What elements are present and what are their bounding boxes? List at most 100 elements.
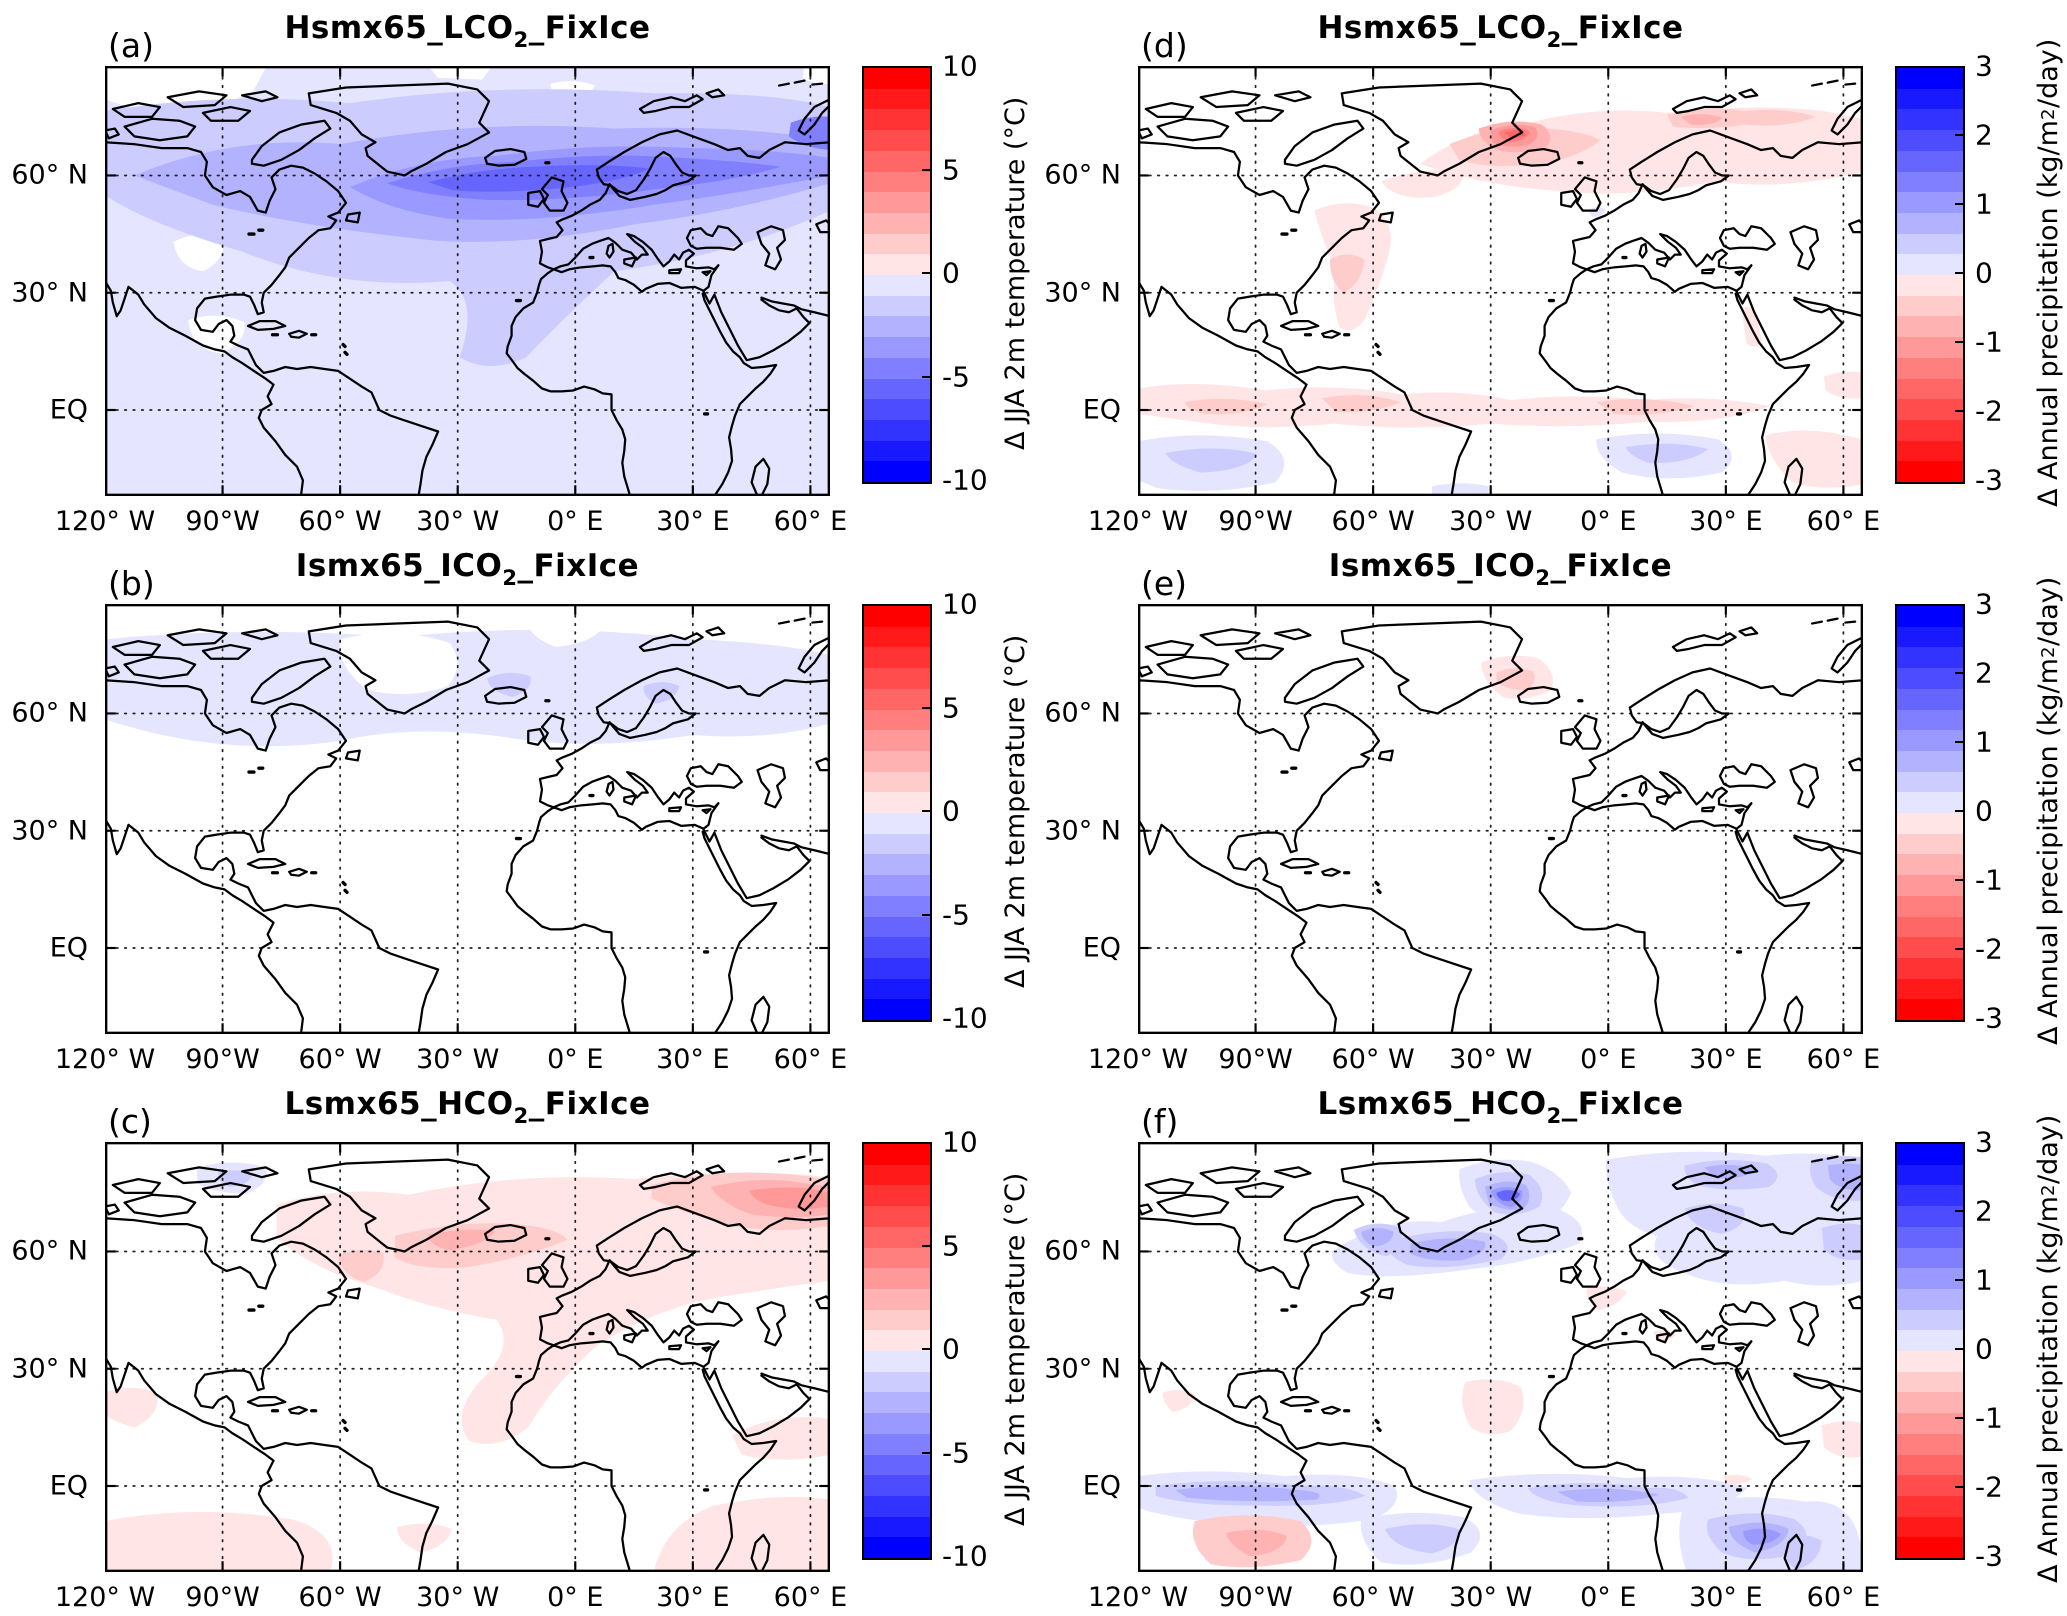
colorbar-tick-mark: [922, 810, 931, 812]
colorbar-segment: [1897, 709, 1963, 731]
colorbar-segment: [1897, 1144, 1963, 1165]
map-canvas: [105, 604, 830, 1034]
colorbar-segment: [1897, 1309, 1963, 1331]
panel-title: Ismx65_ICO2_FixIce: [105, 548, 830, 590]
panel-title: Lsmx65_HCO2_FixIce: [105, 1086, 830, 1128]
y-tick-label: 30° N: [1044, 277, 1121, 309]
y-tick-label: 30° N: [11, 277, 88, 309]
colorbar-segment: [864, 626, 930, 648]
map-canvas: [1138, 66, 1863, 496]
y-tick-label: 30° N: [1044, 1353, 1121, 1385]
colorbar-tick-mark: [1955, 1278, 1964, 1281]
y-axis-labels: 60° N 30° N EQ: [1033, 604, 1129, 1034]
colorbar-tick-label: -5: [942, 1436, 970, 1469]
colorbar-segment: [1897, 895, 1963, 917]
anomaly-region: [1723, 1474, 1753, 1485]
x-tick-label: 30° E: [1689, 1582, 1763, 1613]
colorbar-segment: [864, 937, 930, 958]
colorbar-segment: [864, 813, 930, 834]
panel-f: Lsmx65_HCO2_FixIce (f) 60° N 30° N EQ 120°…: [1033, 1076, 2067, 1615]
colorbar-tick-label: 1: [1975, 725, 1993, 759]
map-frame: [105, 604, 830, 1034]
colorbar-label-sup: 2: [2038, 108, 2059, 120]
map-area: [1138, 604, 1863, 1034]
colorbar-segment: [1897, 171, 1963, 193]
colorbar-tick-label: 3: [1975, 587, 1993, 621]
colorbar-tick-mark: [1955, 1348, 1964, 1350]
colorbar-segment: [864, 109, 930, 131]
colorbar-segment: [864, 999, 930, 1021]
colorbar-segment: [864, 1392, 930, 1414]
colorbar-segment: [1897, 440, 1963, 462]
x-tick-label: 90°W: [1218, 1044, 1293, 1075]
colorbar-segment: [864, 337, 930, 358]
y-axis-labels: 60° N 30° N EQ: [0, 1142, 96, 1572]
anomaly-region: [1743, 1528, 1781, 1545]
colorbar-segment: [864, 854, 930, 876]
colorbar-segment: [864, 1495, 930, 1517]
colorbar-segment: [1897, 150, 1963, 172]
colorbar-label-text: Δ JJA 2m temperature (°C): [1000, 634, 1031, 988]
title-text: _FixIce: [1550, 548, 1673, 584]
colorbar-tick-label: -1: [1975, 1401, 2003, 1435]
colorbar-tick-mark: [1955, 134, 1964, 136]
colorbar-tick-label: 5: [942, 153, 960, 186]
colorbar-tick-label: -3: [1975, 463, 2003, 497]
map-frame: [105, 1142, 830, 1572]
colorbar-label-text: Δ Annual precipitation (kg/m: [2033, 119, 2064, 507]
colorbar-segment: [864, 1413, 930, 1434]
colorbar-segment: [864, 1144, 930, 1165]
colorbar-segment: [864, 1206, 930, 1227]
panel-letter: (d): [1141, 26, 1188, 65]
x-axis-labels: 120° W 90°W 60° W 30° W 0° E 30° E 60° E: [55, 1038, 847, 1078]
title-text: _FixIce: [528, 1086, 651, 1122]
x-tick-label: 0° E: [547, 1582, 604, 1613]
colorbar-tick-label: -10: [942, 1001, 988, 1035]
colorbar-segment: [864, 1226, 930, 1248]
colorbar-segment: [1897, 1475, 1963, 1496]
colorbar-segment: [1897, 1413, 1963, 1434]
colorbar-segment: [1897, 1288, 1963, 1310]
map-area: [105, 66, 830, 496]
colorbar-segment: [864, 688, 930, 710]
colorbar-label-text: Δ JJA 2m temperature (°C): [1000, 1172, 1031, 1526]
colorbar-tick-label: 10: [942, 49, 978, 83]
colorbar-segment: [864, 233, 930, 255]
colorbar-segment: [864, 68, 930, 89]
x-tick-label: 0° E: [1580, 1582, 1637, 1613]
x-axis-labels: 120° W 90°W 60° W 30° W 0° E 30° E 60° E: [55, 1576, 847, 1616]
y-tick-label: 60° N: [11, 697, 88, 729]
x-tick-label: 90°W: [185, 506, 260, 537]
colorbar-segment: [864, 1351, 930, 1372]
colorbar-tick-mark: [1955, 202, 1964, 205]
colorbar: [862, 66, 932, 484]
colorbar-segment: [1897, 233, 1963, 255]
panel-c: Lsmx65_HCO2_FixIce (c) 60° N 30° N EQ 120°…: [0, 1076, 1033, 1615]
x-tick-label: 30° W: [416, 1582, 500, 1613]
anomaly-region: [173, 235, 224, 272]
title-text: Hsmx65_LCO: [284, 10, 514, 46]
map-canvas: [105, 66, 830, 496]
anomaly-region: [1765, 430, 1863, 488]
y-axis-labels: 60° N 30° N EQ: [0, 604, 96, 1034]
anomaly-region: [339, 633, 458, 695]
colorbar-segment: [1897, 1226, 1963, 1248]
anomaly-region: [338, 1249, 384, 1282]
colorbar-tick-label: 5: [942, 1229, 960, 1262]
anomaly-region: [1557, 1488, 1660, 1502]
colorbar-tick-label: -2: [1975, 394, 2003, 428]
panel-letter: (c): [108, 1102, 152, 1141]
y-tick-label: EQ: [49, 394, 88, 426]
x-tick-label: 120° W: [1087, 1044, 1189, 1075]
anomaly-region: [1380, 169, 1464, 198]
colorbar-segment: [864, 668, 930, 689]
colorbar-segment: [1897, 978, 1963, 1000]
colorbar-segment: [864, 88, 930, 110]
colorbar-label-sup: 2: [2038, 1184, 2059, 1196]
colorbar-segment: [864, 1185, 930, 1207]
x-tick-label: 0° E: [1580, 1044, 1637, 1075]
colorbar: [1895, 66, 1965, 484]
colorbar-segment: [1897, 668, 1963, 689]
colorbar-segment: [1897, 854, 1963, 876]
